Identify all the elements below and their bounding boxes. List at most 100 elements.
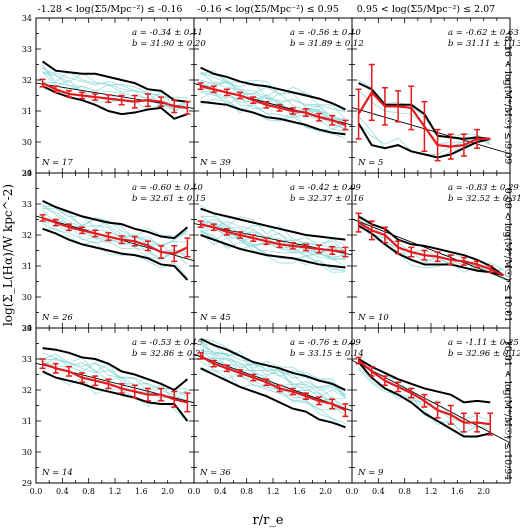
fit-slope-label: a = -0.76 ± 0.09 <box>290 338 361 348</box>
panel-plot-area <box>194 205 352 273</box>
y-tick-label: 32 <box>22 231 32 240</box>
individual-profile <box>200 357 346 410</box>
row-labels: 8.16 < log(M*/M☉) ≤ 9.09 9.09 < log(M*/M… <box>502 36 513 481</box>
panel-1-0: 29 30 31 32 33 34 a = -0.60 ± 0.10b = 32.61 ± … <box>22 169 206 333</box>
y-tick-label: 34 <box>22 169 32 178</box>
x-tick-label: 0.8 <box>82 487 95 496</box>
median-line <box>200 354 346 412</box>
panel-1-2: a = -0.83 ± 0.29b = 32.52 ± 0.31 N = 10 <box>351 172 520 329</box>
fit-intercept-label: b = 32.52 ± 0.31 <box>448 194 520 204</box>
x-axis-label: r/r_e <box>252 513 283 528</box>
sample-count-label: N = 5 <box>357 158 383 168</box>
individual-profile <box>200 84 346 132</box>
sample-count-label: N = 36 <box>199 468 231 478</box>
panel-plot-area <box>352 212 510 282</box>
median-line <box>358 221 504 277</box>
y-tick-label: 29 <box>22 169 32 178</box>
x-tick-label: 0.0 <box>188 487 201 496</box>
individual-profile <box>200 205 346 247</box>
median-line <box>200 85 346 126</box>
fit-line <box>352 107 510 155</box>
fit-slope-label: a = -0.83 ± 0.29 <box>448 183 519 193</box>
panel-plot-area <box>194 337 352 430</box>
row-label-1: 9.09 < log(M*/M☉) ≤ 10.01 <box>502 188 513 323</box>
panel-plot-area <box>194 66 352 139</box>
individual-profile <box>200 72 346 120</box>
upper-envelope <box>42 199 189 240</box>
individual-profile <box>200 228 346 260</box>
individual-profile <box>42 66 188 111</box>
y-tick-label: 30 <box>22 448 32 457</box>
fit-slope-label: a = -0.60 ± 0.10 <box>132 183 203 193</box>
fit-intercept-label: b = 31.90 ± 0.20 <box>132 39 206 49</box>
column-label-2: 0.95 < log(Σ5/Mpc⁻²) ≤ 2.07 <box>357 4 495 15</box>
fit-slope-label: a = -0.56 ± 0.10 <box>290 28 361 38</box>
y-tick-label: 34 <box>22 324 32 333</box>
y-tick-label: 32 <box>22 386 32 395</box>
panel-plot-area <box>36 347 194 423</box>
y-tick-label: 33 <box>22 200 32 209</box>
individual-profile <box>200 360 346 424</box>
median-line <box>200 223 346 254</box>
upper-envelope <box>358 358 491 404</box>
fit-intercept-label: b = 31.89 ± 0.12 <box>290 39 364 49</box>
individual-profile <box>200 339 346 393</box>
fit-intercept-label: b = 32.96 ± 0.12 <box>448 349 520 359</box>
fit-intercept-label: b = 31.11 ± 1.13 <box>448 39 520 49</box>
upper-envelope <box>200 337 346 391</box>
panel-plot-area <box>36 60 194 120</box>
individual-profile <box>200 341 346 400</box>
column-label-1: -0.16 < log(Σ5/Mpc⁻²) ≤ 0.95 <box>197 4 339 15</box>
fit-line <box>352 359 510 444</box>
lower-envelope <box>42 227 189 281</box>
individual-profile <box>42 228 188 278</box>
panel-2-0: 0.0 0.4 0.8 1.2 1.6 2.0 29 30 31 32 33 34 a = -0.53 … <box>22 324 206 496</box>
fit-intercept-label: b = 33.15 ± 0.14 <box>290 349 364 359</box>
x-tick-label: 1.6 <box>293 487 306 496</box>
individual-profile <box>200 221 346 260</box>
individual-profile <box>42 82 188 111</box>
x-tick-label: 0.0 <box>346 487 359 496</box>
panel-0-1: a = -0.56 ± 0.10b = 31.89 ± 0.12 N = 39 <box>193 17 364 174</box>
individual-profile <box>42 205 188 238</box>
individual-profile <box>42 373 188 423</box>
y-tick-label: 31 <box>22 107 32 116</box>
lower-envelope <box>200 234 346 269</box>
panel-plot-area <box>352 63 510 162</box>
x-tick-label: 0.8 <box>398 487 411 496</box>
upper-envelope <box>200 207 346 241</box>
x-tick-label: 0.8 <box>240 487 253 496</box>
x-tick-label: 1.2 <box>425 487 438 496</box>
y-axis-label: log(Σ_L(Hα)/W kpc^-2) <box>1 184 15 326</box>
individual-profile <box>42 352 188 396</box>
upper-envelope <box>200 66 346 111</box>
individual-profile <box>200 88 346 128</box>
y-tick-label: 33 <box>22 45 32 54</box>
x-tick-label: 0.4 <box>372 487 385 496</box>
x-tick-label: 2.0 <box>319 487 332 496</box>
upper-envelope <box>42 60 188 103</box>
x-tick-label: 0.0 <box>30 487 43 496</box>
fit-intercept-label: b = 32.37 ± 0.16 <box>290 194 364 204</box>
lower-envelope <box>200 100 346 136</box>
individual-profile <box>200 74 346 122</box>
panel-plot-area <box>36 199 194 281</box>
x-tick-label: 2.0 <box>477 487 490 496</box>
sample-count-label: N = 39 <box>199 158 231 168</box>
lower-envelope <box>357 361 491 438</box>
x-tick-label: 1.2 <box>109 487 122 496</box>
x-tick-label: 1.2 <box>267 487 280 496</box>
x-tick-label: 1.6 <box>135 487 148 496</box>
lower-envelope <box>200 367 346 429</box>
panel-0-0: 29 30 31 32 33 34 a = -0.34 ± 0.11b = 31.90 ± … <box>22 14 207 178</box>
y-tick-label: 34 <box>22 14 32 23</box>
individual-profile <box>200 350 346 399</box>
sample-count-label: N = 10 <box>357 313 389 323</box>
lower-envelope <box>357 122 491 159</box>
fit-slope-label: a = -1.11 ± 0.25 <box>448 338 519 348</box>
individual-profile <box>200 79 346 122</box>
y-tick-label: 32 <box>22 76 32 85</box>
x-tick-label: 0.4 <box>56 487 69 496</box>
panel-2-1: 0.0 0.4 0.8 1.2 1.6 2.0 a = -0.76 ± 0.09b = 33… <box>188 327 364 496</box>
upper-envelope <box>42 347 189 392</box>
